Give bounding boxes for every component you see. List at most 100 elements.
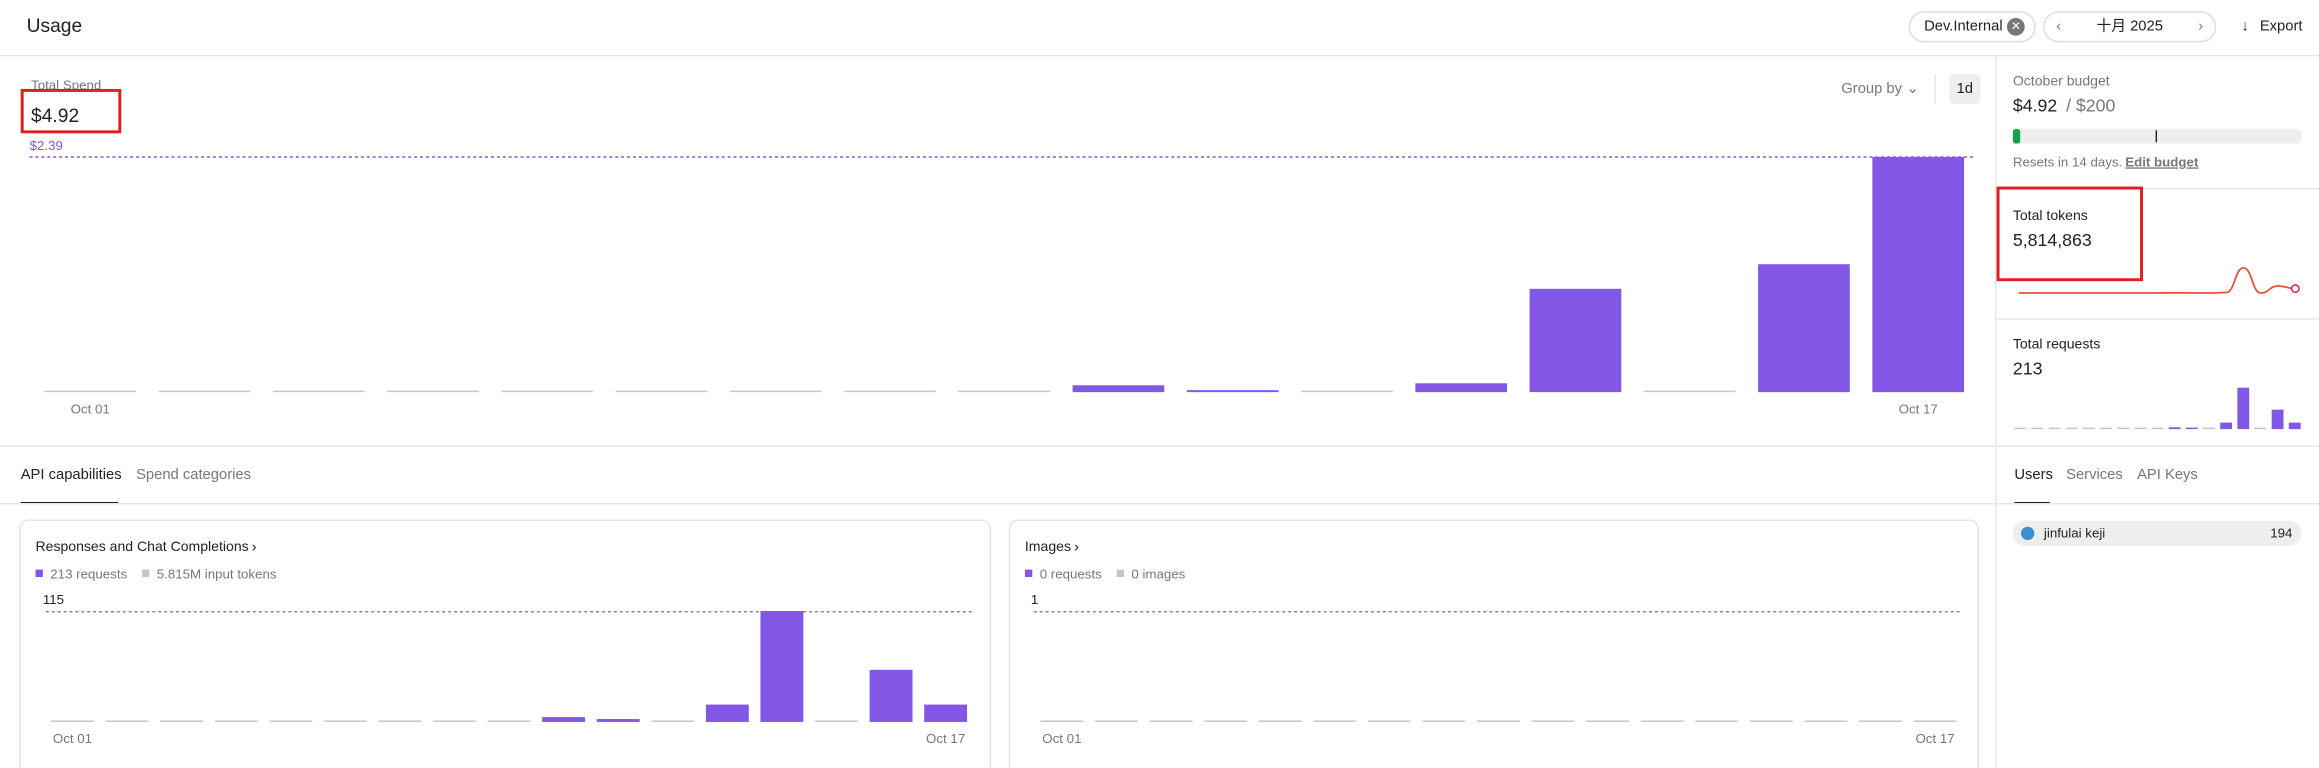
- bar: [1367, 720, 1411, 722]
- side-tab[interactable]: Users: [2014, 467, 2053, 483]
- project-chip[interactable]: [1908, 11, 2036, 43]
- prev-month[interactable]: ‹: [2056, 19, 2061, 35]
- bar: [1186, 390, 1279, 393]
- tokens-sparkline: [2018, 267, 2296, 294]
- legend-swatch: [141, 569, 150, 578]
- bar: [1586, 720, 1630, 722]
- bar: [1695, 720, 1739, 722]
- spend-label: Total Spend: [31, 78, 101, 93]
- bar: [1749, 720, 1793, 722]
- reference-label: 1: [1031, 592, 1038, 607]
- x-tick-label: Oct 01: [53, 731, 92, 746]
- bar: [542, 717, 586, 722]
- legend-label: 5.815M input tokens: [157, 566, 277, 581]
- bar: [487, 720, 531, 722]
- export-button[interactable]: Export: [2260, 19, 2303, 35]
- user-row[interactable]: [2012, 520, 2302, 546]
- request-bar: [2048, 427, 2061, 430]
- reference-label: $2.39: [30, 138, 63, 153]
- tab[interactable]: Spend categories: [136, 467, 251, 483]
- tab[interactable]: API capabilities: [21, 467, 122, 483]
- request-bar: [2031, 427, 2044, 430]
- side-tab[interactable]: API Keys: [2137, 467, 2198, 483]
- bar: [1640, 720, 1684, 722]
- bar: [269, 720, 313, 722]
- bar: [1529, 288, 1622, 393]
- user-name: jinfulai keji: [2043, 526, 2105, 541]
- bar: [1149, 720, 1193, 722]
- bar: [323, 720, 367, 722]
- bar: [651, 720, 695, 722]
- bar: [1258, 720, 1302, 722]
- bar: [501, 390, 594, 393]
- sparkline-end: [2290, 284, 2300, 294]
- card-chevron: ›: [252, 539, 257, 555]
- bar: [1301, 390, 1393, 393]
- clear-project[interactable]: [2006, 17, 2025, 36]
- bar: [844, 390, 936, 393]
- request-bar: [2220, 422, 2233, 430]
- legend-swatch: [1116, 569, 1124, 578]
- legend-label: 213 requests: [50, 566, 127, 581]
- bar: [958, 390, 1051, 393]
- bar: [378, 720, 422, 722]
- side-tab[interactable]: Services: [2066, 467, 2123, 483]
- bar: [924, 704, 968, 722]
- tokens-label: Total tokens: [2013, 207, 2088, 223]
- bar: [1204, 720, 1248, 722]
- interval-label: 1d: [1957, 81, 1973, 97]
- legend-swatch: [1024, 569, 1033, 578]
- export-icon[interactable]: ↓: [2241, 19, 2248, 35]
- request-bar: [2134, 427, 2147, 430]
- x-tick-label: Oct 01: [1042, 731, 1081, 746]
- bar: [1859, 720, 1902, 722]
- request-bar: [2203, 427, 2215, 430]
- request-bar: [2151, 427, 2164, 430]
- bar: [705, 704, 749, 722]
- tokens-total: 5,814,863: [2013, 230, 2092, 250]
- x-tick-label: Oct 17: [1915, 731, 1954, 746]
- bar: [815, 720, 858, 722]
- bar: [1040, 720, 1084, 722]
- edit-budget[interactable]: Edit budget: [2125, 154, 2199, 169]
- card-title: Responses and Chat Completions: [35, 538, 248, 554]
- request-bar: [2065, 427, 2078, 430]
- legend-label: 0 requests: [1040, 566, 1102, 581]
- project-name: Dev.Internal: [1924, 19, 2003, 35]
- highlight-box: [20, 88, 122, 134]
- reference-label: 115: [43, 592, 64, 607]
- card-chevron: ›: [1074, 539, 1079, 555]
- bar: [1095, 720, 1138, 722]
- card: [1008, 519, 1979, 768]
- group-by[interactable]: Group by: [1841, 81, 1902, 97]
- next-month[interactable]: ›: [2198, 19, 2203, 35]
- bar: [1422, 720, 1466, 722]
- request-bar: [2168, 427, 2181, 430]
- request-bar: [2271, 409, 2284, 430]
- month-label: 十月 2025: [2096, 18, 2162, 35]
- month-picker[interactable]: [2043, 11, 2217, 43]
- request-bar: [2237, 387, 2250, 430]
- legend-label: 0 images: [1131, 566, 1185, 581]
- bar: [1913, 720, 1957, 722]
- requests-label: Total requests: [2013, 336, 2100, 352]
- bar: [272, 390, 365, 393]
- budget-title: October budget: [2013, 72, 2110, 88]
- bar: [160, 720, 204, 722]
- bar: [869, 669, 913, 722]
- bar: [615, 390, 708, 393]
- bar: [1872, 156, 1965, 393]
- request-bar: [2254, 427, 2267, 430]
- interval-button[interactable]: [1949, 74, 1981, 104]
- request-bar: [2117, 427, 2130, 430]
- request-bar: [2100, 427, 2112, 430]
- bar: [105, 720, 149, 722]
- bar: [51, 720, 94, 722]
- request-bar: [2288, 422, 2301, 430]
- highlight-box: [1996, 186, 2144, 282]
- bar: [760, 611, 804, 722]
- request-bar: [2185, 427, 2198, 430]
- request-bar: [2014, 427, 2027, 430]
